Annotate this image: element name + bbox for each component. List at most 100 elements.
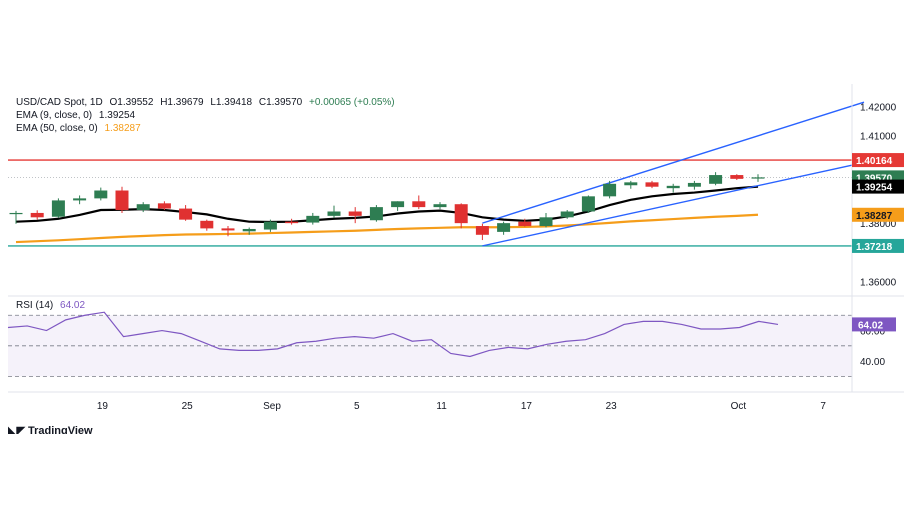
- resistance-price-badge: [852, 153, 904, 168]
- candle: [433, 202, 447, 210]
- change-value: +0.00065 (+0.05%): [309, 97, 395, 108]
- candle: [221, 226, 235, 237]
- rsi-label: RSI (14): [16, 300, 54, 311]
- candle: [709, 172, 723, 186]
- time-tick-label: 23: [606, 401, 618, 412]
- candle-body: [51, 200, 65, 217]
- open-value: O1.39552: [109, 97, 154, 108]
- candle: [454, 203, 468, 229]
- ema50-label: EMA (50, close, 0): [16, 123, 98, 134]
- candle-body: [9, 212, 23, 215]
- price-tick-label: 1.42000: [860, 103, 897, 114]
- rsi-pane: [7, 311, 852, 377]
- rsi-tick-label: 60.00: [860, 327, 885, 338]
- ema9-value: 1.39254: [98, 110, 136, 121]
- ema9-label: EMA (9, close, 0): [16, 110, 93, 121]
- candle-body: [179, 208, 193, 220]
- time-tick-label: 5: [354, 401, 360, 412]
- ema50-line: [15, 213, 759, 244]
- symbol-label[interactable]: USD/CAD Spot, 1D: [16, 97, 103, 108]
- candle: [157, 201, 171, 211]
- tradingview-wordmark: TradingView: [27, 425, 93, 434]
- candle-body: [687, 182, 701, 187]
- tradingview-logo: ◣◤ TradingView: [8, 424, 93, 434]
- candle: [687, 180, 701, 190]
- candle-body: [539, 217, 553, 227]
- support-price-badge: [852, 238, 904, 253]
- candle: [306, 212, 320, 225]
- candle-body: [666, 185, 680, 189]
- price-tick-label: 1.36000: [860, 277, 897, 288]
- candle: [94, 187, 108, 201]
- candle: [645, 180, 659, 189]
- candle: [30, 210, 44, 220]
- candle: [136, 202, 150, 213]
- last-price-label: 1.39570: [856, 173, 893, 184]
- candle-body: [412, 201, 426, 208]
- candle-body: [115, 190, 129, 211]
- time-tick-label: 17: [521, 401, 533, 412]
- candle-body: [730, 175, 744, 179]
- channel-lower-line: [482, 161, 865, 247]
- candle-body: [30, 212, 44, 218]
- ema50-legend[interactable]: EMA (50, close, 0) 1.38287: [16, 122, 145, 135]
- candle: [539, 212, 553, 228]
- candle-body: [391, 201, 405, 208]
- candle-body: [73, 198, 87, 201]
- candle-body: [518, 221, 532, 227]
- candle-body: [497, 223, 511, 232]
- price-pane: [8, 101, 865, 247]
- rsi-legend[interactable]: RSI (14) 64.02: [16, 299, 89, 312]
- candle: [348, 207, 362, 224]
- time-tick-label: 7: [820, 401, 826, 412]
- candle: [603, 180, 617, 199]
- candle-body: [263, 221, 277, 230]
- rsi-value-label: 64.02: [858, 320, 883, 331]
- candle-body: [242, 228, 256, 232]
- candle-body: [709, 175, 723, 184]
- time-tick-label: 25: [182, 401, 194, 412]
- candle: [497, 221, 511, 235]
- price-tick-label: 1.38000: [860, 219, 897, 230]
- ohlc-legend: USD/CAD Spot, 1D O1.39552 H1.39679 L1.39…: [16, 96, 399, 109]
- candle: [624, 180, 638, 189]
- candle: [9, 210, 23, 224]
- candle: [666, 183, 680, 193]
- candle-body: [433, 204, 447, 208]
- high-value: H1.39679: [160, 97, 204, 108]
- resistance-price-label: 1.40164: [856, 156, 893, 167]
- rsi-tick-label: 40.00: [860, 357, 885, 368]
- candle: [412, 195, 426, 210]
- candle-body: [157, 203, 171, 209]
- candle: [242, 227, 256, 235]
- candle: [581, 195, 595, 213]
- candle-body: [581, 196, 595, 212]
- rsi-value: 64.02: [60, 300, 86, 311]
- candle: [391, 201, 405, 211]
- ema50-price-label: 1.38287: [856, 211, 893, 222]
- candle-body: [285, 221, 299, 224]
- candle-body: [200, 220, 214, 229]
- candle: [369, 205, 383, 222]
- ema50-value: 1.38287: [104, 123, 141, 134]
- candle: [475, 223, 489, 241]
- candle-body: [475, 226, 489, 235]
- candle: [285, 218, 299, 225]
- tradingview-icon: ◣◤: [8, 425, 28, 434]
- candle: [200, 219, 214, 231]
- channel-upper-line: [482, 101, 865, 224]
- candle: [263, 219, 277, 232]
- candle: [179, 205, 193, 221]
- candle-body: [560, 211, 574, 218]
- ema9-price-badge: [852, 179, 904, 194]
- ema50-price-badge: [852, 207, 904, 222]
- time-tick-label: 19: [97, 401, 109, 412]
- candle: [560, 210, 574, 219]
- ema9-legend[interactable]: EMA (9, close, 0) 1.39254: [16, 109, 139, 122]
- candle-body: [348, 211, 362, 216]
- candle-body: [369, 207, 383, 221]
- candle-body: [306, 215, 320, 223]
- time-tick-label: 11: [436, 401, 447, 412]
- candle: [73, 195, 87, 205]
